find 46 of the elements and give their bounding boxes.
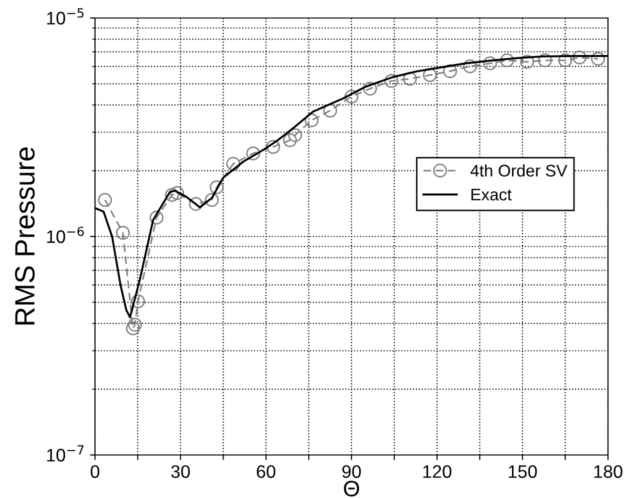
point	[384, 74, 398, 88]
point	[170, 186, 184, 200]
point	[266, 140, 280, 154]
x-tick-label: 120	[423, 465, 452, 478]
point	[116, 226, 130, 240]
point	[363, 82, 377, 96]
point	[304, 113, 319, 128]
point	[402, 72, 417, 86]
point	[226, 156, 240, 171]
y-tick-label: 10$^{−6}$	[47, 226, 84, 244]
point	[572, 50, 586, 64]
x-tick-label: 0	[90, 465, 100, 478]
y-tick-label: 10$^{−5}$	[47, 8, 84, 25]
y-tick-label: 10$^{−7}$	[47, 445, 84, 462]
x-tick-label: 150	[508, 465, 537, 478]
point	[188, 196, 203, 211]
point	[288, 128, 302, 142]
point	[463, 59, 478, 74]
x-axis-title: Θ	[344, 480, 360, 496]
legend-label: Exact	[471, 188, 512, 200]
x-tick-label: 60	[256, 465, 276, 478]
point	[500, 53, 514, 68]
point	[98, 192, 112, 207]
point	[323, 104, 338, 118]
point	[150, 210, 164, 225]
x-tick-label: 30	[171, 465, 190, 478]
point	[126, 321, 140, 336]
point	[246, 146, 260, 160]
point	[282, 133, 297, 148]
x-tick-label: 180	[594, 465, 622, 478]
point	[422, 68, 437, 82]
point	[538, 53, 552, 68]
y-axis-title: RMS Pressure	[15, 147, 35, 325]
point	[591, 52, 605, 66]
point	[128, 318, 142, 332]
point	[558, 53, 572, 68]
point	[204, 192, 219, 207]
point	[165, 188, 179, 202]
x-tick-label: 90	[342, 465, 361, 478]
point	[131, 294, 145, 308]
point	[344, 90, 358, 104]
point	[520, 54, 534, 69]
point	[210, 180, 224, 194]
legend-label: 4th Order SV	[470, 164, 568, 177]
point	[443, 64, 458, 78]
point	[483, 56, 497, 70]
